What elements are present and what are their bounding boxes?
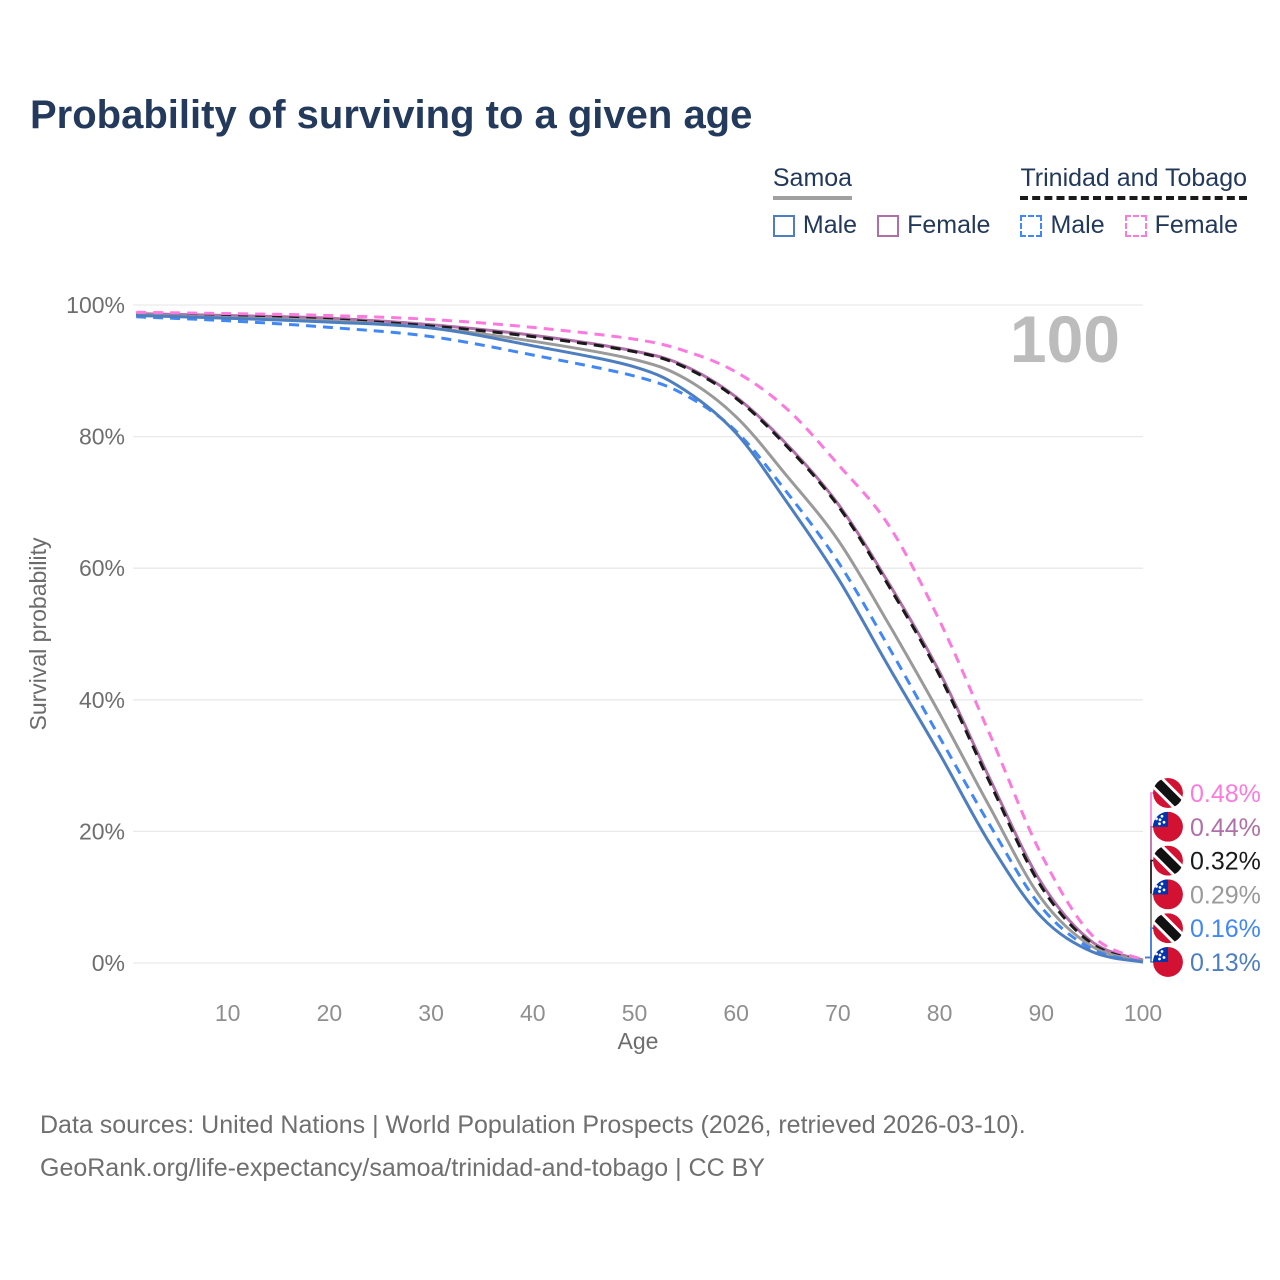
x-tick-label-80: 80: [927, 1000, 953, 1026]
x-tick-label-100: 100: [1124, 1000, 1162, 1026]
x-tick-label-30: 30: [418, 1000, 444, 1026]
legend-group-title: Samoa: [772, 164, 853, 200]
x-tick-label-90: 90: [1029, 1000, 1055, 1026]
end-value-label-trinidad-and-tobago-total: 0.32%: [1190, 848, 1261, 876]
end-value-label-trinidad-and-tobago-female: 0.48%: [1190, 780, 1261, 808]
legend-item-label: Female: [1154, 211, 1238, 239]
x-tick-label-70: 70: [825, 1000, 851, 1026]
trinidad-and-tobago-flag-icon: [1153, 778, 1183, 808]
end-value-label-trinidad-and-tobago-male: 0.16%: [1190, 915, 1261, 943]
series-line-samoa-male[interactable]: [136, 314, 1144, 964]
samoa-flag-icon: [1153, 947, 1183, 977]
end-value-label-samoa-female: 0.44%: [1190, 814, 1261, 842]
x-tick-label-50: 50: [622, 1000, 648, 1026]
legend-item-samoa-female[interactable]: Female: [877, 211, 990, 240]
legend-group-samoa: Samoa Male Female: [772, 164, 990, 240]
y-tick-label-80: 80%: [79, 424, 125, 450]
x-tick-label-60: 60: [723, 1000, 749, 1026]
x-tick-label-10: 10: [215, 1000, 241, 1026]
samoa-flag-icon: [1153, 811, 1183, 842]
legend-swatch-trinidad-and-tobago-female: [1124, 214, 1147, 237]
chart-title: Probability of surviving to a given age: [30, 93, 753, 137]
end-value-label-samoa-male: 0.13%: [1190, 949, 1261, 977]
legend-item-trinidad-and-tobago-female[interactable]: Female: [1124, 211, 1238, 240]
legend-item-label: Male: [1050, 211, 1105, 239]
legend-swatch-samoa-male: [772, 214, 795, 237]
x-tick-label-20: 20: [317, 1000, 343, 1026]
trinidad-and-tobago-flag-icon: [1153, 913, 1183, 944]
legend-swatch-trinidad-and-tobago-male: [1020, 214, 1043, 237]
end-value-label-samoa-total: 0.29%: [1190, 881, 1261, 909]
series-line-samoa-total[interactable]: [136, 313, 1144, 963]
series-line-trinidad-and-tobago-female[interactable]: [136, 310, 1144, 962]
legend: Samoa Male Female Trinidad and Tobago Male Fe…: [772, 164, 1247, 240]
series-line-trinidad-and-tobago-male[interactable]: [136, 315, 1144, 964]
legend-group-title: Trinidad and Tobago: [1020, 164, 1247, 200]
series-line-trinidad-and-tobago-total[interactable]: [136, 312, 1144, 963]
y-tick-label-40: 40%: [79, 687, 125, 713]
legend-item-trinidad-and-tobago-male[interactable]: Male: [1020, 211, 1105, 240]
y-axis-title: Survival probability: [25, 537, 51, 731]
legend-group-trinidad-and-tobago: Trinidad and Tobago Male Female: [1020, 164, 1247, 240]
samoa-flag-icon: [1153, 879, 1183, 910]
footer: Data sources: United Nations | World Pop…: [40, 1104, 1026, 1190]
legend-item-samoa-male[interactable]: Male: [772, 211, 858, 240]
x-axis-title: Age: [618, 1028, 659, 1054]
hover-age-watermark: 100: [1010, 302, 1120, 376]
legend-item-label: Male: [802, 211, 858, 239]
y-tick-label-100: 100%: [66, 292, 125, 318]
legend-item-label: Female: [907, 211, 991, 239]
footer-attribution: GeoRank.org/life-expectancy/samoa/trinid…: [40, 1154, 765, 1182]
y-tick-label-60: 60%: [79, 555, 125, 581]
series-line-samoa-female[interactable]: [136, 312, 1144, 962]
trinidad-and-tobago-flag-icon: [1153, 845, 1183, 876]
x-tick-label-40: 40: [520, 1000, 546, 1026]
legend-swatch-samoa-female: [877, 214, 900, 237]
y-tick-label-20: 20%: [79, 818, 125, 844]
y-tick-label-0: 0%: [92, 950, 125, 976]
footer-data-sources: Data sources: United Nations | World Pop…: [40, 1111, 1026, 1139]
